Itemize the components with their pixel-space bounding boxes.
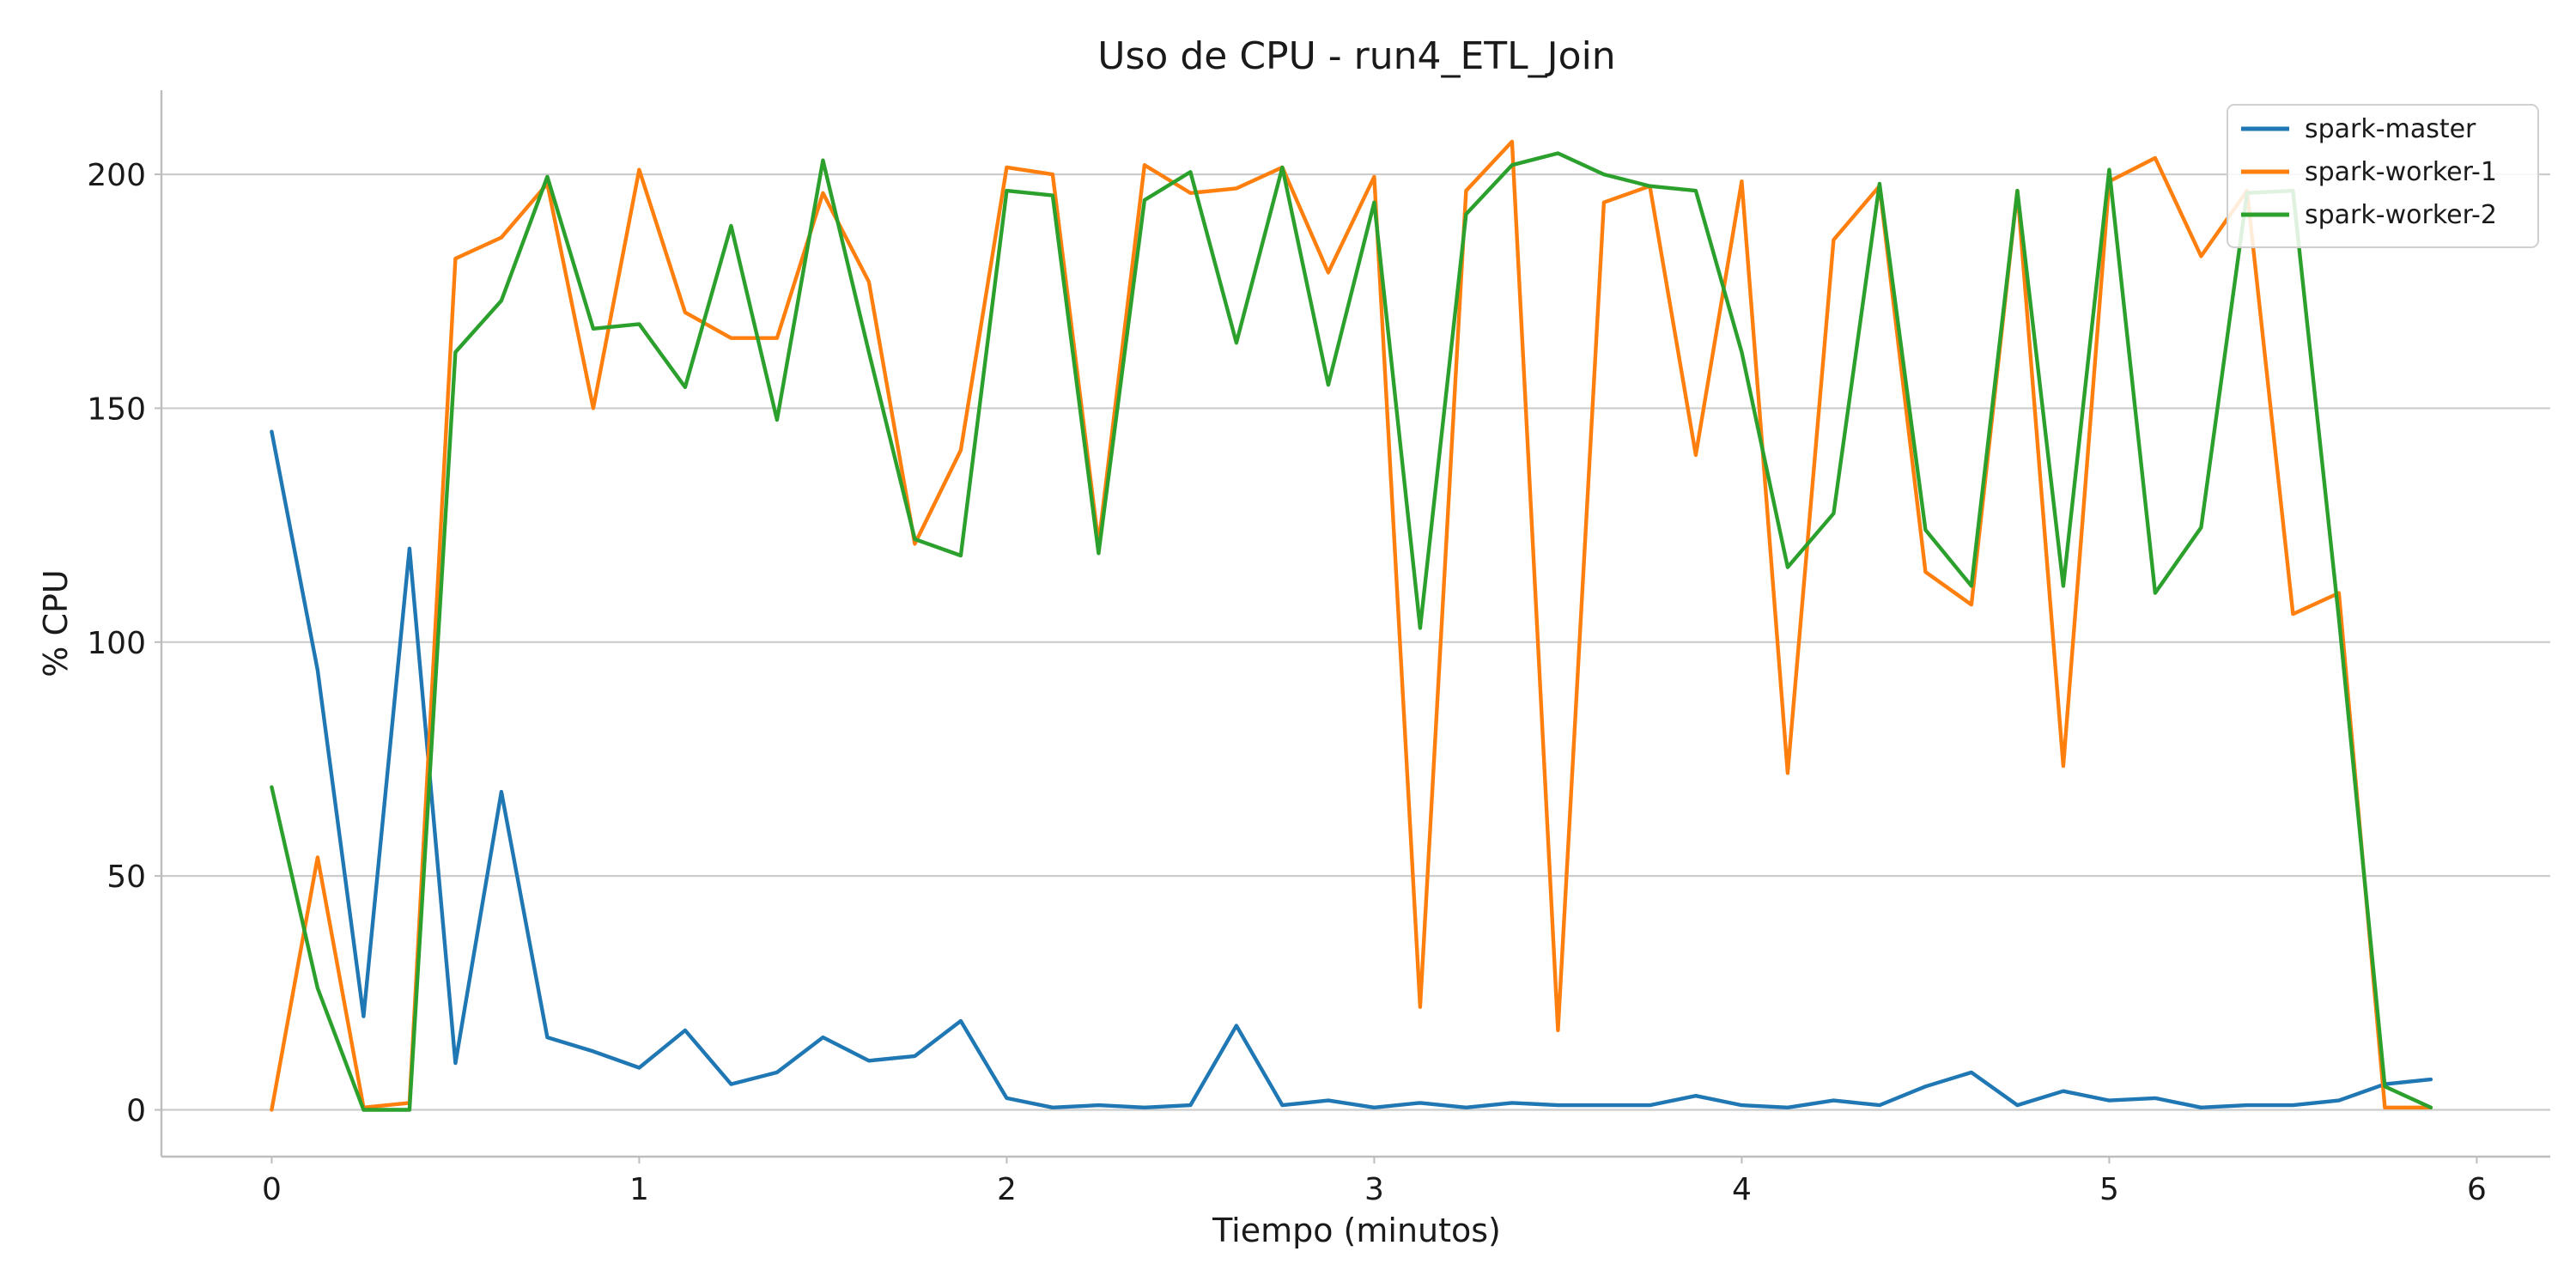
series-line-spark-master bbox=[270, 429, 2433, 1110]
series-line-spark-worker-2 bbox=[270, 151, 2433, 1112]
x-tick-label: 0 bbox=[262, 1172, 282, 1207]
tick-labels: 0 50 100 150 200 0 1 2 3 4 5 6 bbox=[87, 158, 2487, 1207]
legend-box bbox=[2227, 104, 2539, 248]
y-axis-label: % CPU bbox=[37, 569, 75, 677]
x-tick-label: 4 bbox=[1732, 1172, 1752, 1207]
series-line-spark-worker-1 bbox=[270, 139, 2433, 1112]
y-tick-label: 100 bbox=[87, 626, 146, 661]
y-tick-label: 200 bbox=[87, 158, 146, 193]
x-tick-label: 3 bbox=[1364, 1172, 1384, 1207]
x-axis-label: Tiempo (minutos) bbox=[1212, 1212, 1501, 1249]
legend-label-spark-worker-2: spark-worker-2 bbox=[2305, 200, 2497, 230]
axes bbox=[160, 90, 2550, 1158]
x-tick-label: 1 bbox=[629, 1172, 649, 1207]
y-tick-label: 50 bbox=[106, 860, 146, 895]
chart-title: Uso de CPU - run4_ETL_Join bbox=[1097, 34, 1615, 78]
y-tick-label: 0 bbox=[126, 1094, 146, 1129]
gridlines bbox=[161, 173, 2550, 1111]
legend-label-spark-master: spark-master bbox=[2305, 114, 2476, 144]
series-lines bbox=[270, 139, 2433, 1112]
x-tick-label: 5 bbox=[2099, 1172, 2119, 1207]
x-tick-label: 2 bbox=[997, 1172, 1017, 1207]
x-tick-label: 6 bbox=[2467, 1172, 2487, 1207]
legend-label-spark-worker-1: spark-worker-1 bbox=[2305, 157, 2497, 187]
legend: spark-master spark-worker-1 spark-worker-2 bbox=[2227, 104, 2539, 248]
y-tick-label: 150 bbox=[87, 392, 146, 427]
